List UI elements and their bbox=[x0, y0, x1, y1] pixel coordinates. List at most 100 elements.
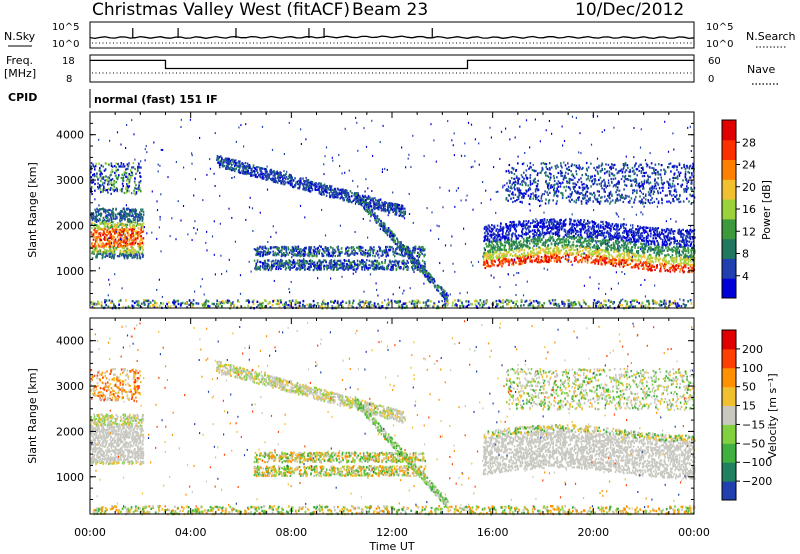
heatmap-cell bbox=[408, 254, 410, 257]
heatmap-cell bbox=[122, 305, 125, 309]
heatmap-cell bbox=[119, 215, 122, 219]
heatmap-cell bbox=[378, 224, 381, 227]
heatmap-cell bbox=[659, 300, 662, 303]
heatmap-cell bbox=[316, 247, 319, 250]
heatmap-cell bbox=[427, 304, 429, 308]
heatmap-cell bbox=[337, 248, 340, 251]
heatmap-cell bbox=[403, 212, 405, 215]
heatmap-cell bbox=[122, 178, 124, 181]
heatmap-cell bbox=[123, 246, 126, 249]
heatmap-cell bbox=[275, 265, 278, 269]
heatmap-cell bbox=[538, 305, 541, 308]
heatmap-cell bbox=[121, 165, 123, 168]
heatmap-cell bbox=[340, 303, 343, 306]
heatmap-cell bbox=[454, 299, 456, 302]
heatmap-cell bbox=[418, 300, 421, 303]
heatmap-cell bbox=[99, 238, 101, 241]
heatmap-cell bbox=[121, 210, 124, 214]
heatmap-cell bbox=[128, 238, 130, 241]
heatmap-cell bbox=[130, 242, 133, 245]
heatmap-cell bbox=[339, 303, 342, 306]
heatmap-cell bbox=[90, 189, 92, 192]
heatmap-cell bbox=[368, 303, 371, 307]
heatmap-cell bbox=[375, 252, 378, 255]
heatmap-cell bbox=[99, 234, 102, 237]
heatmap-cell bbox=[509, 300, 512, 303]
heatmap-cell bbox=[617, 229, 619, 232]
heatmap-cell bbox=[290, 179, 293, 182]
heatmap-cell bbox=[107, 223, 110, 226]
heatmap-cell bbox=[96, 229, 99, 232]
heatmap-cell bbox=[98, 225, 100, 228]
heatmap-cell bbox=[101, 172, 103, 176]
heatmap-cell bbox=[621, 304, 624, 307]
heatmap-cell bbox=[231, 302, 233, 305]
heatmap-cell bbox=[318, 305, 320, 308]
heatmap-cell bbox=[172, 301, 174, 304]
heatmap-cell bbox=[620, 246, 622, 249]
heatmap-cell bbox=[332, 192, 334, 195]
heatmap-cell bbox=[276, 262, 278, 265]
heatmap-cell bbox=[568, 305, 571, 308]
frequency-right-tick-top: 60 bbox=[708, 56, 721, 67]
heatmap-cell bbox=[405, 262, 408, 265]
heatmap-cell bbox=[114, 217, 117, 221]
heatmap-cell bbox=[99, 244, 102, 247]
heatmap-cell bbox=[144, 303, 146, 306]
heatmap-cell bbox=[94, 168, 96, 171]
heatmap-cell bbox=[104, 208, 106, 212]
heatmap-cell bbox=[105, 303, 108, 307]
heatmap-cell bbox=[215, 302, 218, 306]
heatmap-cell bbox=[687, 244, 690, 247]
heatmap-cell bbox=[358, 201, 360, 204]
heatmap-cell bbox=[668, 300, 671, 303]
heatmap-cell bbox=[389, 259, 391, 262]
heatmap-cell bbox=[299, 184, 301, 187]
heatmap-cell bbox=[384, 201, 386, 204]
heatmap-cell bbox=[140, 302, 143, 305]
noise-series bbox=[89, 28, 695, 44]
heatmap-cell bbox=[333, 260, 335, 263]
heatmap-cell bbox=[135, 230, 138, 233]
heatmap-cell bbox=[132, 232, 134, 235]
heatmap-cell bbox=[138, 256, 141, 259]
heatmap-cell bbox=[680, 305, 683, 308]
heatmap-cell bbox=[353, 198, 356, 201]
heatmap-cell bbox=[475, 305, 478, 308]
heatmap-cell bbox=[123, 171, 126, 174]
heatmap-cell bbox=[110, 171, 112, 174]
heatmap-cell bbox=[241, 165, 243, 168]
heatmap-cell bbox=[173, 303, 176, 306]
heatmap-cell bbox=[278, 263, 281, 266]
heatmap-cell bbox=[674, 302, 677, 305]
heatmap-cell bbox=[296, 262, 298, 265]
heatmap-cell bbox=[382, 253, 384, 256]
heatmap-cell bbox=[325, 185, 327, 189]
heatmap-cell bbox=[427, 273, 429, 276]
heatmap-cell bbox=[334, 254, 336, 258]
heatmap-cell bbox=[113, 185, 116, 188]
heatmap-cell bbox=[373, 304, 376, 307]
heatmap-cell bbox=[334, 195, 337, 199]
heatmap-cell bbox=[112, 207, 114, 211]
heatmap-cell bbox=[329, 264, 332, 267]
heatmap-cell bbox=[255, 173, 257, 176]
heatmap-cell bbox=[441, 294, 443, 297]
heatmap-cell bbox=[395, 210, 398, 213]
heatmap-cell bbox=[98, 213, 100, 216]
heatmap-cell bbox=[467, 303, 470, 307]
heatmap-cell bbox=[293, 265, 295, 268]
heatmap-cell bbox=[414, 300, 416, 303]
heatmap-cell bbox=[131, 256, 133, 259]
heatmap-cell bbox=[338, 267, 341, 270]
heatmap-cell bbox=[317, 183, 319, 186]
heatmap-cell bbox=[319, 182, 321, 185]
heatmap-cell bbox=[662, 302, 665, 305]
heatmap-cell bbox=[109, 236, 112, 239]
heatmap-cell bbox=[133, 256, 135, 259]
heatmap-cell bbox=[479, 299, 482, 302]
heatmap-cell bbox=[139, 211, 141, 214]
heatmap-cell bbox=[387, 248, 390, 251]
heatmap-cell bbox=[433, 304, 436, 307]
heatmap-cell bbox=[96, 239, 99, 242]
